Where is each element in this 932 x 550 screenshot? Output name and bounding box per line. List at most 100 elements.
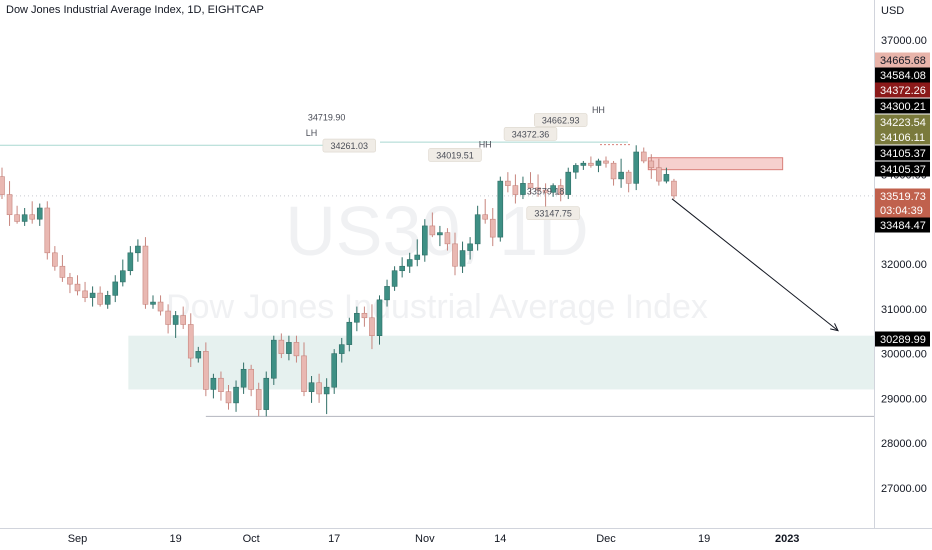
y-tick-label: 29000.00 bbox=[881, 393, 927, 405]
price-axis-border bbox=[874, 0, 875, 528]
annotation-label: 34019.51 bbox=[436, 150, 474, 160]
candle-body bbox=[127, 252, 134, 272]
candle-body bbox=[6, 194, 13, 216]
annotation-label: 33579.18 bbox=[527, 186, 565, 196]
candle-body bbox=[323, 386, 330, 395]
price-label: 03:04:39 bbox=[880, 205, 923, 217]
price-label: 34300.21 bbox=[880, 101, 926, 113]
candle-body bbox=[67, 277, 73, 285]
annotation-label: 33147.75 bbox=[534, 209, 572, 219]
price-label-bg bbox=[875, 161, 930, 177]
candle-body bbox=[120, 270, 126, 283]
candle-body bbox=[399, 265, 405, 272]
candle-body bbox=[338, 344, 345, 354]
candle-body bbox=[588, 162, 594, 166]
candle-body bbox=[414, 254, 421, 260]
candle-body bbox=[203, 351, 209, 390]
candle-body bbox=[293, 342, 300, 357]
price-label: 33484.47 bbox=[880, 220, 926, 232]
candle-body bbox=[595, 160, 602, 166]
annotation-box bbox=[503, 127, 558, 141]
price-label-bg bbox=[875, 331, 930, 347]
candle-body bbox=[572, 165, 579, 173]
supply-zone bbox=[647, 157, 784, 171]
annotation-box bbox=[428, 148, 482, 162]
price-label-bg bbox=[875, 67, 930, 83]
annotation-box bbox=[533, 113, 588, 127]
projection-arrow-head bbox=[830, 323, 839, 332]
candle-body bbox=[52, 252, 58, 267]
candle-body bbox=[354, 312, 360, 323]
candle-body bbox=[542, 189, 549, 193]
candle-body bbox=[550, 185, 556, 193]
candle-body bbox=[565, 171, 572, 195]
y-tick-label: 30000.00 bbox=[881, 349, 927, 361]
candle-body bbox=[29, 214, 36, 220]
y-tick-label: 32000.00 bbox=[881, 259, 927, 271]
price-label: 33519.73 bbox=[880, 191, 926, 203]
candle-body bbox=[82, 290, 88, 298]
candle-body bbox=[467, 243, 473, 251]
candle-body bbox=[671, 180, 677, 197]
annotation-label: 34372.36 bbox=[512, 129, 550, 139]
candle-body bbox=[97, 292, 103, 305]
price-label-bg bbox=[875, 188, 930, 204]
y-tick-label: 37000.00 bbox=[881, 35, 927, 47]
x-tick-label: 2023 bbox=[775, 533, 799, 545]
candle-body bbox=[316, 382, 322, 395]
candle-body bbox=[406, 259, 413, 267]
candle-body bbox=[459, 250, 466, 267]
x-tick-label: 14 bbox=[494, 533, 506, 545]
candle-body bbox=[618, 171, 624, 180]
x-tick-label: 19 bbox=[698, 533, 710, 545]
candle-body bbox=[369, 317, 375, 336]
candle-body bbox=[278, 339, 285, 354]
candle-body bbox=[331, 353, 338, 388]
candle-body bbox=[625, 171, 632, 184]
candle-body bbox=[210, 377, 217, 390]
annotation-box bbox=[526, 206, 580, 221]
candle-body bbox=[44, 207, 51, 254]
candle-body bbox=[384, 286, 390, 301]
annotation-label: 34719.90 bbox=[308, 112, 346, 122]
chart-title: Dow Jones Industrial Average Index, 1D, … bbox=[6, 4, 264, 16]
candle-body bbox=[648, 160, 655, 168]
x-tick-label: Sep bbox=[68, 533, 88, 545]
candle-body bbox=[444, 232, 451, 245]
watermark-symbol: US30, 1D bbox=[285, 192, 588, 270]
price-label: 34584.08 bbox=[880, 70, 926, 82]
candle-body bbox=[497, 180, 504, 238]
annotation-label: HH bbox=[592, 105, 605, 115]
candle-body bbox=[74, 283, 81, 292]
candle-body bbox=[286, 342, 292, 354]
candle-body bbox=[391, 270, 398, 287]
candle-body bbox=[663, 174, 670, 182]
price-label-bg bbox=[875, 129, 930, 145]
price-label-bg bbox=[875, 52, 930, 68]
price-label: 34223.54 bbox=[880, 117, 926, 129]
annotation-label: 34662.93 bbox=[542, 116, 580, 126]
y-tick-label: 28000.00 bbox=[881, 438, 927, 450]
candle-body bbox=[421, 225, 428, 256]
price-label-bg bbox=[875, 114, 930, 130]
candle-body bbox=[429, 225, 436, 236]
candle-body bbox=[172, 315, 179, 325]
candle-body bbox=[270, 339, 277, 379]
candle-body bbox=[452, 243, 458, 267]
candle-body bbox=[195, 351, 202, 359]
candle-body bbox=[512, 185, 519, 195]
projection-arrow-line bbox=[671, 198, 839, 332]
x-tick-label: 17 bbox=[328, 533, 340, 545]
price-label: 34105.37 bbox=[880, 164, 926, 176]
candle-body bbox=[610, 162, 617, 180]
candle-body bbox=[150, 301, 156, 305]
price-label-bg bbox=[875, 82, 930, 98]
candle-body bbox=[142, 245, 149, 305]
price-label-bg bbox=[875, 98, 930, 114]
candle-body bbox=[180, 315, 186, 325]
candle-body bbox=[557, 185, 564, 195]
candle-body bbox=[640, 151, 647, 162]
price-label: 34106.11 bbox=[880, 132, 925, 144]
candle-body bbox=[165, 310, 171, 325]
